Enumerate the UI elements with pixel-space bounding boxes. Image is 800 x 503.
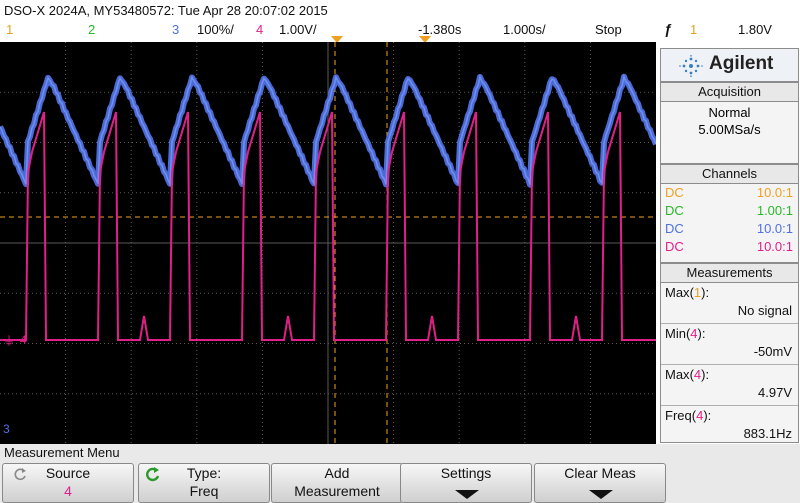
channel-row-2[interactable]: DC 1.00:1: [661, 202, 798, 220]
status-bar: DSO-X 2024A, MY53480572: Tue Apr 28 20:0…: [0, 0, 800, 43]
measurements-panel[interactable]: Measurements Max(1): No signal Min(4): -50m…: [660, 263, 799, 443]
rotate-knob-icon: [146, 467, 160, 482]
measurement-label: Max: [665, 285, 690, 300]
measurement-channel: 4: [693, 367, 702, 382]
trigger-source[interactable]: 1: [690, 22, 698, 37]
channel-probe: 10.0:1: [756, 185, 793, 200]
measurement-item: Max(1): No signal: [661, 283, 798, 324]
channel-row-1[interactable]: DC 10.0:1: [661, 184, 798, 202]
measurement-value: 883.1Hz: [743, 426, 792, 441]
channels-panel[interactable]: Channels DC 10.0:1 DC 1.00:1 DC 10.0:1 DC 10.0:…: [660, 164, 799, 263]
side-panel: Agilent Acquisition Normal 5.00MSa/s Cha…: [660, 48, 800, 443]
source-softkey-label: Source: [45, 465, 91, 481]
ch3-label[interactable]: 3: [172, 22, 180, 37]
measurement-item: Freq(4): 883.1Hz: [665, 408, 792, 441]
settings-softkey[interactable]: Settings: [400, 463, 532, 503]
channel-coupling: DC: [665, 185, 684, 200]
channel-probe: 10.0:1: [756, 239, 793, 254]
delay-marker-icon: [419, 36, 431, 43]
acquisition-panel[interactable]: Acquisition Normal 5.00MSa/s: [660, 82, 799, 164]
ch4-waveform: [0, 111, 656, 341]
ch2-label[interactable]: 2: [88, 22, 96, 37]
acquisition-title: Acquisition: [661, 83, 798, 102]
channel-coupling: DC: [665, 239, 684, 254]
add-softkey-label: Add: [324, 465, 350, 481]
rotate-knob-icon: [14, 468, 26, 481]
waveform-svg: [0, 42, 656, 444]
run-state[interactable]: Stop: [595, 22, 622, 37]
ch4-label[interactable]: 4: [256, 22, 264, 37]
measurement-value: -50mV: [753, 344, 792, 359]
brand-name: Agilent: [709, 53, 774, 74]
measurement-channel: 1: [693, 285, 702, 300]
type-softkey-value: Freq: [189, 483, 219, 499]
sample-rate: 5.00MSa/s: [698, 122, 761, 137]
channel-row-3[interactable]: DC 10.0:1: [661, 220, 798, 238]
ch1-label[interactable]: 1: [6, 22, 14, 37]
channel-probe: 10.0:1: [756, 221, 793, 236]
measurement-value: No signal: [737, 303, 792, 318]
measurement-item: Min(4): -50mV: [661, 324, 798, 365]
measurement-menu: Measurement Menu Source 4 Type: Freq Add…: [0, 444, 800, 503]
model-info: DSO-X 2024A, MY53480572: Tue Apr 28 20:0…: [4, 3, 328, 18]
ch4-scale[interactable]: 1.00V/: [279, 22, 317, 37]
graticule-grid: [0, 42, 656, 444]
channel-row-4[interactable]: DC 10.0:1: [661, 238, 798, 256]
add-softkey-label-2: Measurement: [294, 483, 380, 499]
measurement-item: Max(4): 4.97V: [661, 365, 798, 406]
trigger-position-marker-icon: [331, 36, 343, 43]
clear-softkey-label: Clear Meas: [564, 465, 636, 481]
menu-title: Measurement Menu: [4, 445, 120, 460]
submenu-arrow-icon: [589, 490, 613, 499]
submenu-arrow-icon: [455, 490, 479, 499]
channels-title: Channels: [661, 165, 798, 184]
source-softkey-value: 4: [64, 483, 72, 499]
measurement-value: 4.97V: [758, 385, 792, 400]
measurement-channel: 4: [696, 408, 704, 423]
measurements-title: Measurements: [661, 264, 798, 283]
ch3-waveform-core: [0, 74, 656, 187]
channel-probe: 1.00:1: [756, 203, 793, 218]
clear-meas-softkey[interactable]: Clear Meas: [534, 463, 666, 503]
agilent-spark-logo-icon: [679, 55, 703, 77]
waveform-display[interactable]: ⏚ 4 3: [0, 42, 656, 444]
ch4-ground-marker[interactable]: ⏚: [3, 334, 16, 348]
add-measurement-softkey[interactable]: Add Measurement: [271, 463, 403, 503]
ch3-scale[interactable]: 100%/: [197, 22, 234, 37]
source-softkey[interactable]: Source 4: [2, 463, 134, 503]
measurement-label: Freq: [665, 408, 692, 423]
acquisition-mode: Normal: [708, 105, 751, 120]
ch4-offset-marker[interactable]: 4: [20, 333, 27, 347]
timebase[interactable]: 1.000s/: [503, 22, 546, 37]
measurement-channel: 4: [690, 326, 698, 341]
brand-panel: Agilent: [660, 48, 799, 82]
settings-softkey-label: Settings: [440, 465, 492, 481]
measurements-list: Max(1): No signal Min(4): -50mV Max(4): 4.97V…: [661, 283, 798, 446]
channels-list: DC 10.0:1 DC 1.00:1 DC 10.0:1 DC 10.0:1: [661, 184, 798, 256]
channel-coupling: DC: [665, 203, 684, 218]
ch3-offset-marker[interactable]: 3: [3, 422, 10, 436]
trigger-level[interactable]: 1.80V: [738, 22, 772, 37]
type-softkey-label: Type:: [186, 465, 222, 481]
channel-coupling: DC: [665, 221, 684, 236]
time-delay[interactable]: -1.380s: [418, 22, 462, 37]
measurement-label: Max: [665, 367, 690, 382]
type-softkey[interactable]: Type: Freq: [138, 463, 270, 503]
measurement-label: Min: [665, 326, 686, 341]
trigger-edge-icon: ƒ: [664, 21, 672, 37]
